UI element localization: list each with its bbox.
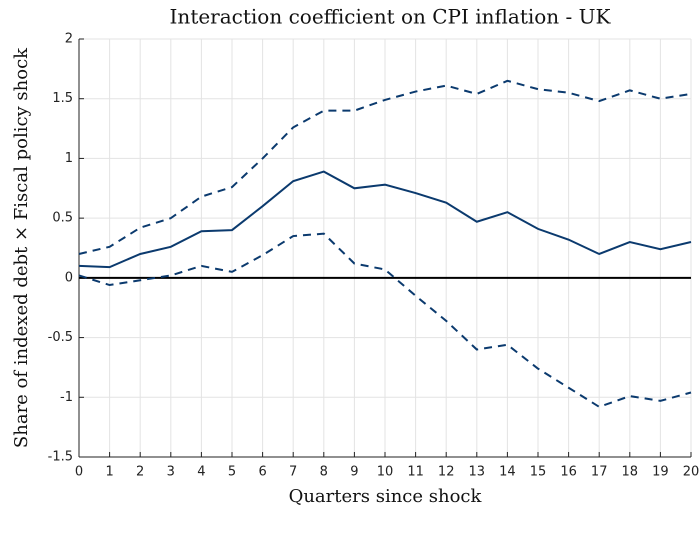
series-line [78,170,692,269]
series-line [78,79,692,255]
x-tick-label: 2 [136,465,144,480]
y-tick-label: 2 [65,32,73,47]
x-tick-label: 16 [560,465,577,480]
y-tick-label: -0.5 [48,330,73,345]
y-tick-label: -1 [60,390,73,405]
y-tick-label: 0.5 [52,211,73,226]
x-tick-label: 20 [683,465,700,480]
x-tick-label: 4 [197,465,205,480]
x-tick-label: 9 [350,465,358,480]
x-tick-label: 13 [469,465,486,480]
x-tick-label: 5 [228,465,236,480]
x-tick-label: 6 [258,465,266,480]
x-tick-label: 17 [591,465,608,480]
y-tick-label: 1 [65,151,73,166]
x-tick-label: 19 [652,465,669,480]
x-tick-label: 18 [622,465,639,480]
x-tick-label: 0 [75,465,83,480]
x-tick-label: 1 [105,465,113,480]
y-axis-label: Share of indexed debt × Fiscal policy sh… [11,47,32,448]
x-tick-label: 15 [530,465,547,480]
y-tick-label: 1.5 [52,91,73,106]
x-tick-label: 7 [289,465,297,480]
x-tick-label: 8 [320,465,328,480]
y-tick-label: -1.5 [48,450,73,465]
x-tick-label: 11 [407,465,424,480]
y-tick-label: 0 [65,270,73,285]
chart-title: Interaction coefficient on CPI inflation… [170,5,612,29]
x-tick-label: 3 [167,465,175,480]
x-tick-label: 14 [499,465,516,480]
series-line [78,232,692,408]
x-axis-label: Quarters since shock [289,486,483,507]
x-tick-label: 10 [377,465,394,480]
x-tick-label: 12 [438,465,455,480]
